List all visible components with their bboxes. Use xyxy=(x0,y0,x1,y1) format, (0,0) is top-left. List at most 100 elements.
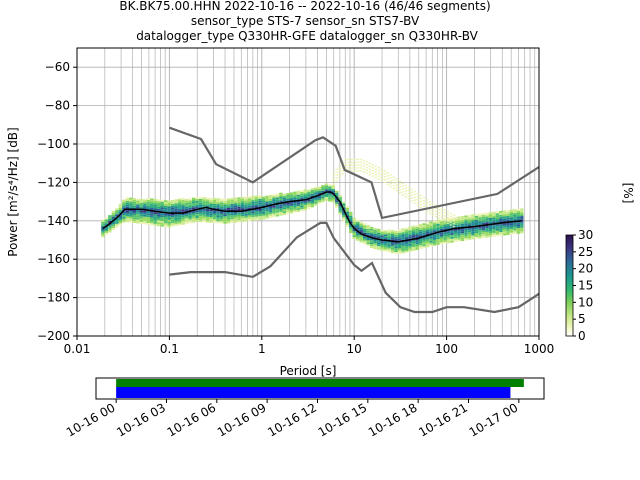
density-cell xyxy=(492,219,496,222)
density-cell xyxy=(230,205,234,208)
density-cell xyxy=(293,193,297,196)
density-cell xyxy=(136,210,140,212)
density-cell xyxy=(157,205,161,207)
timeline-tick-label: 10-16 06 xyxy=(165,400,219,439)
density-cell-faint xyxy=(392,182,396,184)
density-cell xyxy=(223,202,227,205)
density-cell xyxy=(418,226,423,228)
density-cell xyxy=(314,199,318,202)
density-cell xyxy=(219,206,224,209)
density-cell xyxy=(247,213,252,216)
density-cell-faint xyxy=(398,189,402,191)
density-cell xyxy=(376,228,381,231)
density-cell xyxy=(164,223,168,226)
density-cell xyxy=(436,235,440,238)
density-cell xyxy=(401,237,405,240)
density-cell-faint xyxy=(440,213,444,216)
density-cell xyxy=(181,207,185,210)
density-cell xyxy=(373,243,377,246)
density-cell xyxy=(464,221,468,224)
density-cell xyxy=(460,227,465,230)
density-cell xyxy=(310,193,315,196)
density-cell-faint xyxy=(452,225,456,228)
density-cell xyxy=(244,215,248,218)
density-cell xyxy=(240,214,245,217)
plot-area: 0.01 0.1 1 10 100 1000 −60−80−100−120−140−160… xyxy=(37,47,554,356)
density-cell-faint xyxy=(398,180,402,182)
density-cell xyxy=(191,220,196,223)
density-cell xyxy=(366,240,370,243)
density-cell-faint xyxy=(407,186,411,189)
density-cell xyxy=(118,209,123,212)
density-cell xyxy=(275,208,280,211)
density-cell xyxy=(108,228,112,231)
density-cell xyxy=(338,195,342,198)
density-cell xyxy=(429,225,433,228)
density-cell xyxy=(314,188,318,191)
density-cell xyxy=(286,204,290,207)
density-cell xyxy=(303,191,308,194)
density-cell xyxy=(279,204,283,207)
density-cell xyxy=(223,217,227,220)
density-cell xyxy=(198,200,203,203)
density-cell xyxy=(268,196,273,199)
density-cell xyxy=(342,211,346,214)
density-cell xyxy=(446,241,451,244)
density-cell xyxy=(129,203,133,206)
density-cell-faint xyxy=(404,190,408,192)
density-cell xyxy=(422,244,426,247)
density-cell xyxy=(415,246,419,248)
density-cell xyxy=(300,195,304,198)
density-cell xyxy=(209,205,213,208)
density-cell-faint xyxy=(350,167,353,169)
density-cell xyxy=(143,205,147,208)
density-cell xyxy=(230,203,234,206)
density-cell xyxy=(471,237,475,240)
density-cell xyxy=(191,212,196,215)
density-cell xyxy=(209,199,213,202)
density-cell xyxy=(411,229,416,232)
density-cell xyxy=(373,233,377,236)
density-cell xyxy=(230,213,234,216)
density-cell xyxy=(184,206,189,209)
density-cell xyxy=(387,244,391,247)
density-cell xyxy=(282,199,287,202)
density-cell xyxy=(104,217,109,220)
density-cell xyxy=(369,238,374,241)
density-cell xyxy=(209,213,213,216)
density-cell xyxy=(415,230,419,233)
density-cell xyxy=(464,230,468,233)
density-cell-faint xyxy=(410,191,414,194)
density-cell xyxy=(198,197,203,199)
density-cell xyxy=(153,204,157,207)
density-cell xyxy=(122,218,126,221)
density-cell xyxy=(115,218,119,220)
density-cell xyxy=(369,228,374,231)
density-cell xyxy=(202,212,206,215)
density-cell xyxy=(453,219,458,221)
density-cell xyxy=(349,231,353,233)
density-cell-faint xyxy=(434,216,438,218)
density-cell xyxy=(310,203,315,206)
density-cell xyxy=(202,197,206,200)
density-cell xyxy=(478,213,482,216)
density-cell xyxy=(296,192,301,195)
density-cell xyxy=(506,212,510,214)
density-cell xyxy=(136,219,140,222)
density-cell-faint xyxy=(338,170,341,173)
density-cell xyxy=(478,223,482,225)
density-cell-faint xyxy=(353,161,356,163)
density-cell xyxy=(122,199,126,202)
density-cell-faint xyxy=(389,180,393,182)
density-cell xyxy=(160,209,164,212)
density-cell xyxy=(373,241,377,244)
density-cell xyxy=(136,215,140,218)
density-cell xyxy=(293,206,297,209)
noise-models xyxy=(169,126,540,314)
density-cell xyxy=(191,214,196,217)
density-cell xyxy=(516,222,521,225)
density-cell xyxy=(492,230,496,233)
density-cell xyxy=(289,207,294,210)
density-cell-faint xyxy=(422,197,426,199)
density-cell xyxy=(101,219,105,222)
